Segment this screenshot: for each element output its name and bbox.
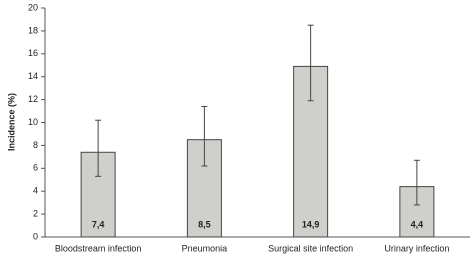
value-label: 8,5 [198, 219, 211, 229]
y-tick-label: 8 [33, 140, 38, 150]
y-tick-label: 2 [33, 208, 38, 218]
x-tick-label: Urinary infection [384, 243, 449, 253]
y-tick-label: 10 [28, 117, 38, 127]
y-tick-label: 6 [33, 163, 38, 173]
x-tick-label: Bloodstream infection [55, 243, 142, 253]
value-label: 14,9 [302, 219, 320, 229]
y-tick-label: 18 [28, 25, 38, 35]
y-axis-label: Incidence (%) [6, 93, 16, 151]
y-tick-label: 20 [28, 2, 38, 12]
y-tick-label: 14 [28, 71, 38, 81]
value-label: 4,4 [411, 219, 424, 229]
value-label: 7,4 [92, 219, 105, 229]
bar [80, 151, 116, 238]
y-tick-label: 12 [28, 94, 38, 104]
y-tick-label: 4 [33, 186, 38, 196]
y-tick-label: 0 [33, 231, 38, 241]
y-tick-label: 16 [28, 48, 38, 58]
x-tick-label: Surgical site infection [268, 243, 353, 253]
x-tick-label: Pneumonia [182, 243, 228, 253]
